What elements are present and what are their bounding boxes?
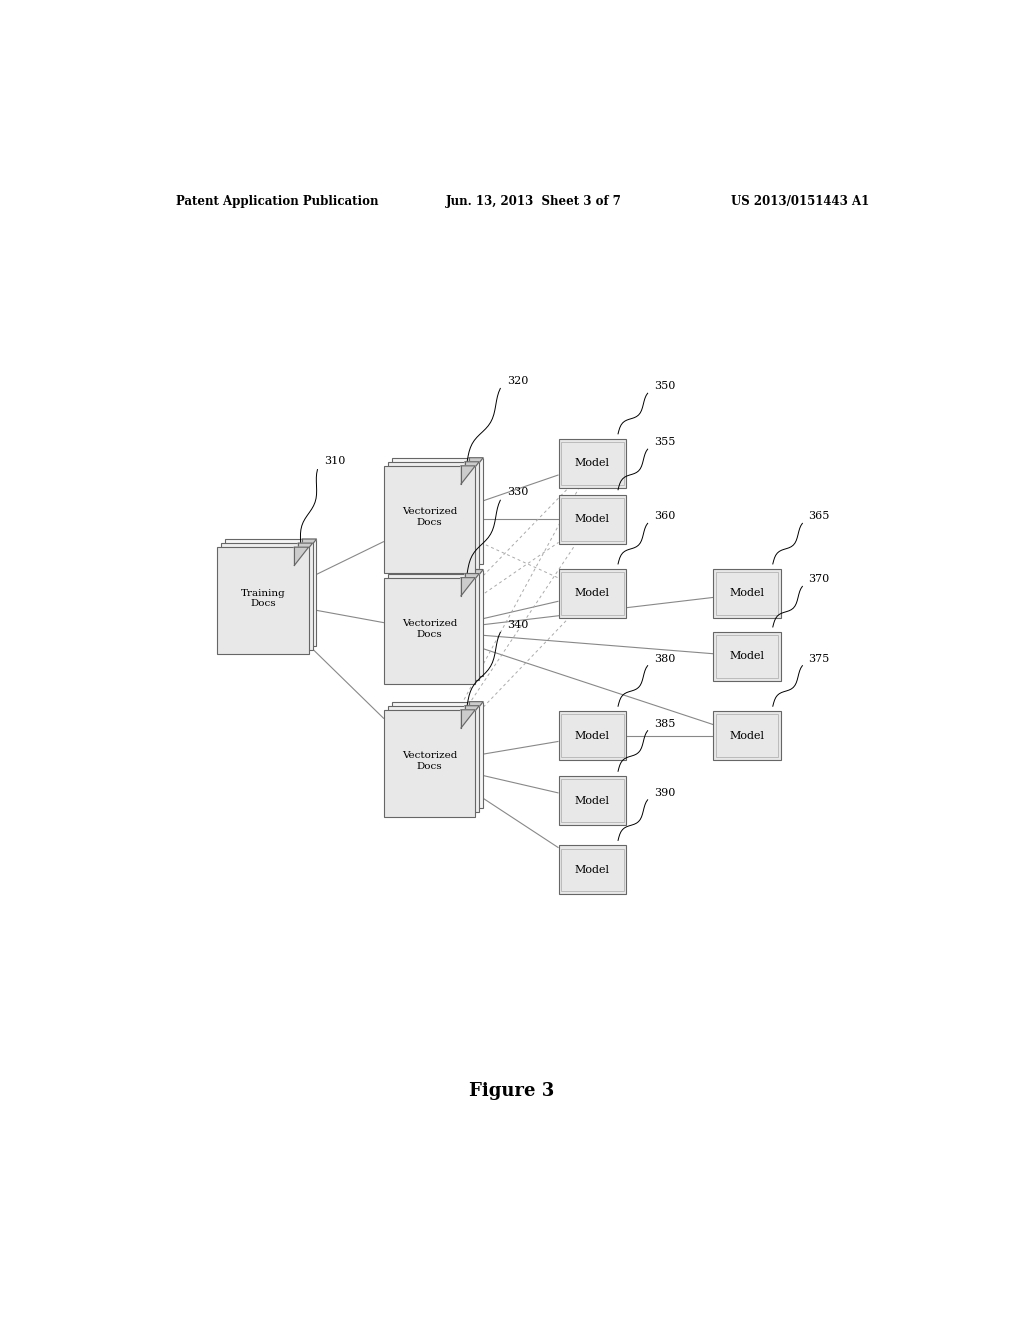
Text: Figure 3: Figure 3 [469,1082,555,1101]
Bar [716,714,778,758]
Text: Model: Model [574,865,609,875]
Text: Model: Model [574,589,609,598]
Bar [714,569,780,618]
Text: Model: Model [574,515,609,524]
Bar [388,706,479,812]
Text: Jun. 13, 2013  Sheet 3 of 7: Jun. 13, 2013 Sheet 3 of 7 [445,194,622,207]
Bar [561,779,624,822]
Text: 385: 385 [653,718,675,729]
Bar [384,578,475,684]
Polygon shape [469,569,483,587]
Bar [392,458,483,565]
Bar [558,569,626,618]
Polygon shape [469,702,483,719]
Polygon shape [465,706,479,725]
Text: Model: Model [574,731,609,741]
Bar [388,462,479,569]
Polygon shape [302,539,316,557]
Polygon shape [465,462,479,480]
Text: Model: Model [729,731,765,741]
Bar [388,574,479,680]
Text: Patent Application Publication: Patent Application Publication [176,194,378,207]
Bar [225,539,316,645]
Text: Vectorized
Docs: Vectorized Docs [401,619,458,639]
Polygon shape [461,466,475,484]
Polygon shape [294,548,308,565]
Text: 330: 330 [507,487,528,498]
Bar [561,442,624,484]
Bar [561,498,624,541]
Bar [714,711,780,760]
Bar [558,711,626,760]
Text: Model: Model [574,458,609,469]
Bar [384,710,475,817]
Text: 310: 310 [325,455,346,466]
Text: Vectorized
Docs: Vectorized Docs [401,751,458,771]
Bar [217,548,308,653]
Bar [561,849,624,891]
Text: 340: 340 [507,619,528,630]
Bar [392,569,483,676]
Polygon shape [298,543,312,561]
Text: 350: 350 [653,381,675,391]
Text: 355: 355 [653,437,675,447]
Text: 360: 360 [653,511,675,521]
Bar [714,632,780,681]
Bar [392,702,483,808]
Text: 390: 390 [653,788,675,797]
Polygon shape [465,574,479,591]
Bar [561,572,624,615]
Text: 370: 370 [809,574,829,585]
Bar [716,572,778,615]
Polygon shape [461,710,475,729]
Text: 320: 320 [507,376,528,385]
Text: 375: 375 [809,653,829,664]
Text: Training
Docs: Training Docs [241,589,286,609]
Text: Model: Model [574,796,609,805]
Bar [558,846,626,894]
Polygon shape [461,578,475,595]
Bar [716,635,778,677]
Text: Model: Model [729,652,765,661]
Text: Vectorized
Docs: Vectorized Docs [401,507,458,527]
Bar [558,495,626,544]
Text: 365: 365 [809,511,829,521]
Bar [221,543,312,649]
Bar [384,466,475,573]
Text: US 2013/0151443 A1: US 2013/0151443 A1 [731,194,869,207]
Bar [561,714,624,758]
Bar [558,776,626,825]
Text: Model: Model [729,589,765,598]
Bar [558,440,626,487]
Text: 380: 380 [653,653,675,664]
Polygon shape [469,458,483,477]
